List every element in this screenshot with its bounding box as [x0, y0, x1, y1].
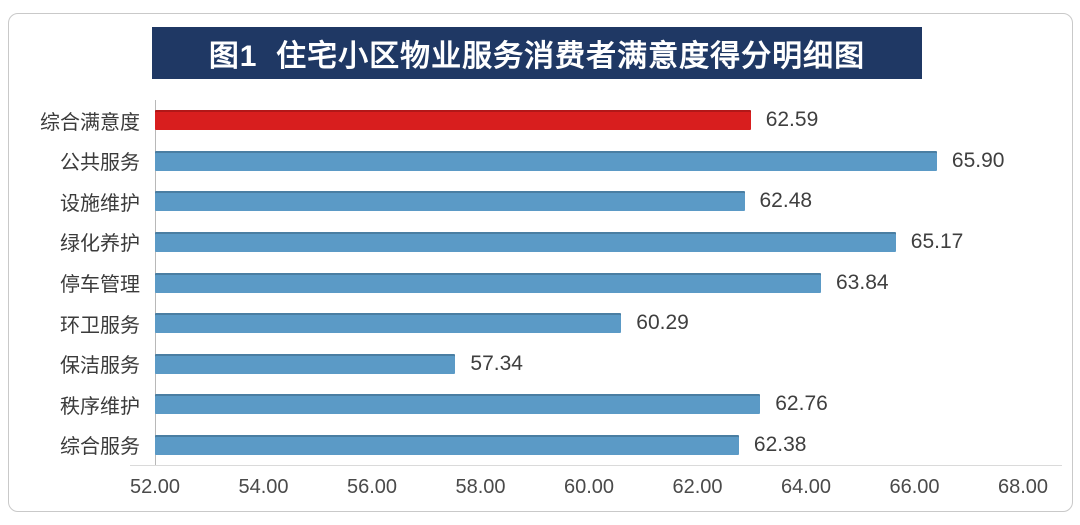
category-label: 环卫服务 [60, 314, 140, 337]
bar [155, 353, 456, 374]
bar-row: 设施维护 62.48 [10, 181, 1055, 222]
x-axis-tick-label: 64.00 [780, 476, 832, 498]
x-axis-tick-label: 66.00 [889, 476, 940, 498]
category-label: 绿化养护 [60, 233, 140, 256]
plot-bottom-line [130, 465, 1062, 466]
bar-track: 62.38 [155, 425, 1055, 466]
category-label: 停车管理 [60, 274, 140, 297]
bar-chart-plot-area: 综合满意度 62.59 公共服务 65.90 设施维护 62.48 绿化养护 65.17 停车管… [10, 100, 1055, 465]
bar-track: 65.17 [155, 222, 1055, 263]
category-label: 综合服务 [60, 436, 140, 459]
bar-track: 65.90 [155, 141, 1055, 182]
bar [155, 110, 751, 131]
x-axis-tick-label: 54.00 [238, 476, 289, 498]
x-axis-tick-label: 68.00 [997, 476, 1049, 498]
x-axis-tick-label: 62.00 [672, 476, 723, 498]
x-axis: 52.00 54.00 56.00 58.00 60.00 62.00 64.00 66.00… [123, 476, 1055, 499]
bar [155, 150, 937, 171]
x-axis-tick-label: 60.00 [563, 476, 615, 498]
chart-title-banner: 图1 住宅小区物业服务消费者满意度得分明细图 [152, 27, 922, 79]
bar-track: 60.29 [155, 303, 1055, 344]
value-label: 63.84 [836, 270, 889, 294]
category-label: 保洁服务 [60, 355, 140, 378]
value-label: 57.34 [470, 351, 523, 375]
value-label: 60.29 [636, 311, 689, 335]
x-axis-tick-label: 52.00 [129, 476, 181, 498]
value-label: 62.38 [753, 432, 807, 456]
bar-row: 综合满意度 62.59 [10, 100, 1055, 141]
bar-track: 62.59 [155, 100, 1055, 141]
bar-track: 62.48 [155, 181, 1055, 222]
bar [155, 313, 622, 334]
bar-track: 63.84 [155, 262, 1055, 303]
category-label: 公共服务 [60, 152, 140, 175]
bar [155, 272, 821, 293]
category-label: 综合满意度 [40, 111, 140, 134]
bar-row: 综合服务 62.38 [10, 425, 1055, 466]
bar-row: 秩序维护 62.76 [10, 384, 1055, 425]
chart-card [8, 13, 1073, 512]
value-label: 65.90 [951, 148, 1005, 172]
bar [155, 191, 745, 212]
bar-row: 绿化养护 65.17 [10, 222, 1055, 263]
chart-title: 图1 住宅小区物业服务消费者满意度得分明细图 [208, 40, 866, 73]
bar-row: 停车管理 63.84 [10, 262, 1055, 303]
x-axis-tick-label: 58.00 [455, 476, 506, 498]
bar-row: 公共服务 65.90 [10, 141, 1055, 182]
bar [155, 231, 896, 252]
bar [155, 394, 761, 415]
bar-row: 环卫服务 60.29 [10, 303, 1055, 344]
value-label: 62.48 [759, 189, 813, 213]
category-label: 秩序维护 [60, 395, 140, 418]
category-label: 设施维护 [60, 192, 140, 215]
value-label: 62.76 [775, 392, 828, 416]
bar-track: 62.76 [155, 384, 1055, 425]
value-label: 62.59 [765, 108, 819, 132]
bar-row: 保洁服务 57.34 [10, 343, 1055, 384]
bar-track: 57.34 [155, 343, 1055, 384]
value-label: 65.17 [910, 229, 964, 253]
x-axis-tick-label: 56.00 [346, 476, 398, 498]
bar [155, 434, 739, 455]
